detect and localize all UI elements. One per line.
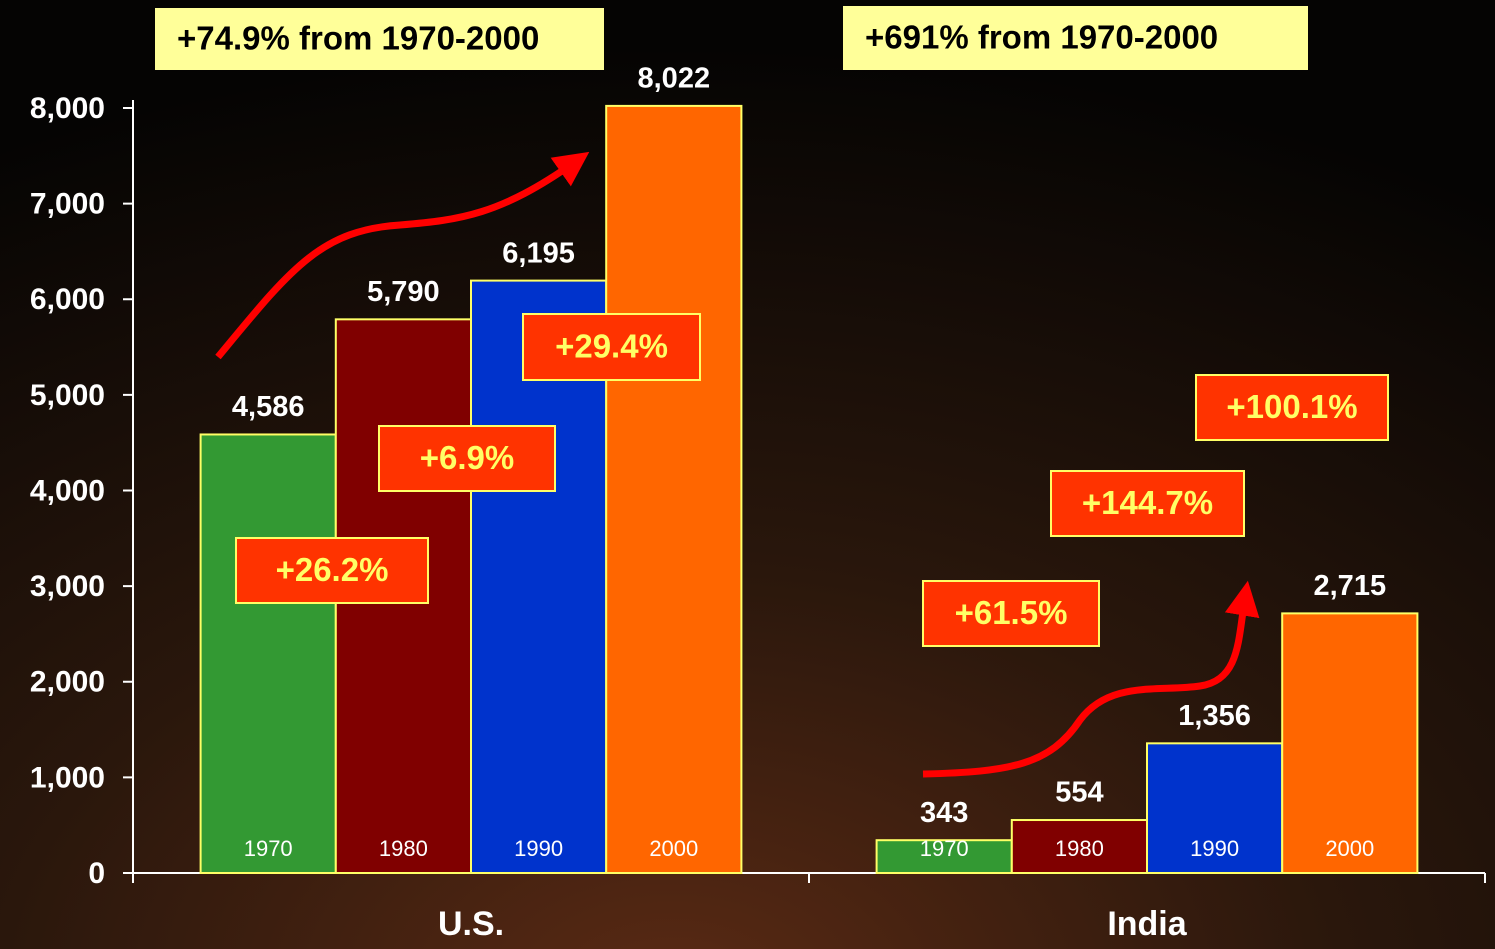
bar — [605, 104, 743, 875]
change-annotation: +29.4% — [555, 328, 668, 365]
value-label: 6,195 — [502, 237, 575, 269]
series-label: 1980 — [379, 836, 428, 861]
series-label: 2000 — [649, 836, 698, 861]
change-annotation: +61.5% — [955, 594, 1068, 631]
y-tick-label: 7,000 — [30, 188, 105, 221]
y-tick-label: 2,000 — [30, 666, 105, 699]
series-label: 1990 — [1190, 836, 1239, 861]
value-label: 2,715 — [1314, 570, 1387, 602]
y-tick-label: 3,000 — [30, 570, 105, 603]
y-tick-label: 5,000 — [30, 379, 105, 412]
value-label: 1,356 — [1178, 700, 1251, 732]
headline-box — [155, 8, 604, 70]
series-label: 1990 — [514, 836, 563, 861]
headline-annotation: +691% from 1970-2000 — [865, 19, 1218, 56]
value-label: 8,022 — [638, 63, 711, 95]
series-label: 1970 — [244, 836, 293, 861]
change-annotation: +100.1% — [1226, 388, 1357, 425]
trend-arrow — [922, 580, 1260, 778]
value-label: 4,586 — [232, 391, 305, 423]
change-annotation: +6.9% — [420, 439, 515, 476]
y-tick-label: 4,000 — [30, 474, 105, 507]
change-box — [522, 313, 701, 381]
bar — [199, 433, 337, 874]
y-tick-label: 8,000 — [30, 92, 105, 125]
x-tick-label: India — [1107, 905, 1187, 943]
series-label: 1980 — [1055, 836, 1104, 861]
y-tick-label: 6,000 — [30, 283, 105, 316]
value-label: 343 — [920, 797, 968, 829]
series-label: 2000 — [1325, 836, 1374, 861]
bar — [1146, 742, 1284, 875]
headline-annotation: +74.9% from 1970-2000 — [177, 20, 539, 57]
change-box — [922, 580, 1100, 647]
y-tick-label: 1,000 — [30, 761, 105, 794]
change-box — [1050, 470, 1245, 537]
value-label: 5,790 — [367, 276, 440, 308]
series-label: 1970 — [920, 836, 969, 861]
change-box — [378, 425, 556, 492]
x-tick-label: U.S. — [438, 905, 504, 943]
change-annotation: +144.7% — [1082, 484, 1213, 521]
value-label: 554 — [1055, 777, 1103, 809]
y-tick-label: 0 — [88, 857, 105, 890]
change-annotation: +26.2% — [276, 551, 389, 588]
change-box — [1195, 374, 1389, 441]
headline-box — [843, 6, 1308, 70]
plot: 0 1,000 2,000 3,000 4,000 5,000 6,000 7,000 8,00… — [30, 6, 1486, 943]
change-box — [235, 537, 429, 604]
bar — [1281, 612, 1419, 874]
trend-arrow — [215, 151, 590, 360]
bar — [1010, 819, 1148, 874]
